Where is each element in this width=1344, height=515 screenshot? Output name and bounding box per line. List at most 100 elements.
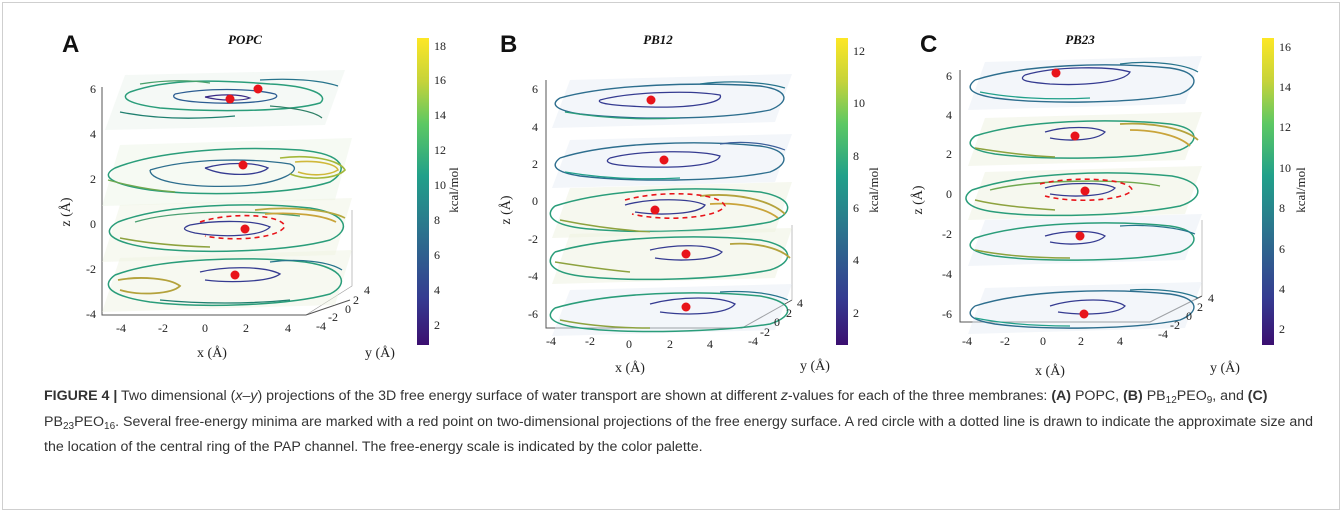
caption-italic: z [780,388,788,404]
panel-title: PB23 [1065,32,1095,47]
caption-italic: x–y [235,388,258,404]
y-tick: 2 [1197,300,1203,314]
z-axis-label: z (Å) [58,197,74,226]
x-tick: 2 [243,321,249,335]
colorbar-tick: 14 [434,108,446,122]
colorbar-tick: 4 [1279,282,1285,296]
y-tick: 4 [1208,291,1214,305]
panel-ref-c: (C) [1247,388,1268,404]
colorbar-tick: 14 [1279,80,1291,94]
colorbar [1262,38,1274,345]
colorbar-tick: 12 [853,44,865,58]
x-tick: -4 [962,334,972,348]
z-tick: -2 [528,232,538,246]
y-axis-label: y (Å) [1210,360,1240,376]
z-tick: 6 [946,69,952,83]
x-tick: -4 [546,334,556,348]
y-tick: -2 [1170,318,1180,332]
y-tick: 4 [797,296,803,310]
x-tick: 0 [202,321,208,335]
x-tick: 2 [667,337,673,351]
caption-text: PEO [74,413,105,430]
z-tick: 2 [946,147,952,161]
figure-4-panels: A POPC [58,31,1308,379]
caption-text: PB [1142,388,1166,404]
subscript: 23 [62,420,75,432]
z-tick: 0 [90,217,96,231]
z-tick: -2 [86,262,96,276]
x-tick: 4 [285,321,291,335]
contour-layer [965,166,1202,220]
colorbar-tick: 8 [1279,201,1285,215]
x-tick: 4 [1117,334,1123,348]
contour-layer [102,198,352,262]
colorbar-tick: 2 [1279,322,1285,336]
panel-letter: C [920,31,937,58]
y-tick: -2 [760,325,770,339]
z-tick: 4 [90,127,96,141]
colorbar [417,38,429,345]
y-axis-label: y (Å) [365,345,395,361]
caption-text: . Several free-energy minima are marked … [44,413,1314,456]
x-tick: -2 [158,321,168,335]
colorbar-tick: 10 [853,96,865,110]
x-tick: -4 [116,321,126,335]
z-axis-label: z (Å) [498,195,514,224]
colorbar-tick: 16 [434,73,446,87]
x-tick: 4 [707,337,713,351]
z-tick: 2 [532,157,538,171]
panel-b: B PB12 [498,31,881,376]
z-tick: -6 [942,307,952,321]
colorbar-tick: 10 [1279,161,1291,175]
colorbar-tick: 4 [434,283,440,297]
y-tick: 0 [774,315,780,329]
subscript: 12 [1165,395,1177,406]
x-axis-label: x (Å) [615,360,645,376]
y-tick: -2 [328,310,338,324]
panel-ref-b: (B) [1123,388,1143,404]
colorbar-tick: 6 [434,248,440,262]
z-tick: 0 [946,187,952,201]
colorbar-tick: 8 [434,213,440,227]
colorbar-tick: 4 [853,253,859,267]
figure-caption: FIGURE 4 | Two dimensional (x–y) project… [44,386,1314,459]
x-tick: 0 [626,337,632,351]
y-tick: 4 [364,283,370,297]
caption-text: Two dimensional ( [117,388,236,404]
contour-layer [552,134,792,188]
y-tick: -4 [1158,327,1168,341]
contour-layer [968,214,1202,266]
colorbar-tick: 2 [434,318,440,332]
contour-layer [968,56,1202,110]
panel-letter: B [500,31,517,58]
z-tick: -6 [528,307,538,321]
colorbar-label: kcal/mol [1293,167,1308,213]
contour-layer [549,228,792,284]
x-axis-label: x (Å) [1035,363,1065,379]
contour-layer [102,138,352,206]
panel-title: PB12 [643,32,673,47]
z-tick: 2 [90,172,96,186]
z-tick: 6 [90,82,96,96]
panel-c: C PB23 [910,31,1308,379]
z-tick: -4 [942,267,952,281]
colorbar-label: kcal/mol [866,167,881,213]
x-tick: 0 [1040,334,1046,348]
caption-text: PEO [1176,388,1207,404]
x-axis-label: x (Å) [197,345,227,361]
colorbar-tick: 10 [434,178,446,192]
colorbar-tick: 16 [1279,40,1291,54]
contour-layer [552,74,792,128]
panel-a: A POPC [58,31,461,361]
colorbar-tick: 12 [1279,120,1291,134]
z-tick: 0 [532,194,538,208]
subscript: 16 [104,420,116,432]
contour-layer [102,250,352,312]
z-tick: 6 [532,82,538,96]
contour-layer [105,70,345,130]
z-tick: -4 [528,269,538,283]
y-tick: 0 [345,302,351,316]
colorbar-tick: 8 [853,149,859,163]
colorbar [836,38,848,345]
